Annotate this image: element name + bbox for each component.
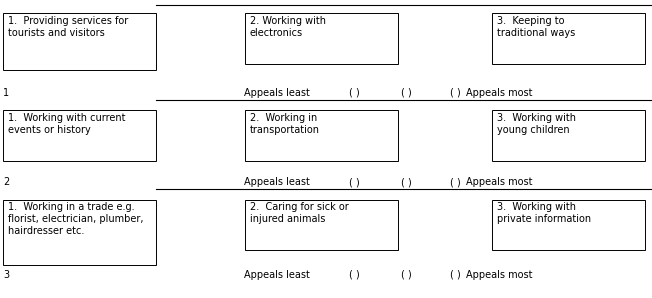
Text: ( ): ( ) [450, 88, 460, 98]
FancyBboxPatch shape [244, 200, 398, 250]
Text: 2.  Caring for sick or
injured animals: 2. Caring for sick or injured animals [250, 202, 348, 224]
FancyBboxPatch shape [3, 110, 156, 161]
Text: 2. Working with
electronics: 2. Working with electronics [250, 16, 326, 38]
Text: ( ): ( ) [349, 88, 359, 98]
Text: ( ): ( ) [401, 88, 411, 98]
Text: 1: 1 [3, 88, 9, 98]
Text: Appeals most: Appeals most [466, 270, 533, 280]
Text: 2.  Working in
transportation: 2. Working in transportation [250, 113, 319, 135]
Text: Appeals least: Appeals least [244, 88, 310, 98]
Text: ( ): ( ) [450, 177, 460, 187]
Text: ( ): ( ) [450, 270, 460, 280]
Text: 2: 2 [3, 177, 10, 187]
Text: Appeals least: Appeals least [244, 177, 310, 187]
Text: 3.  Keeping to
traditional ways: 3. Keeping to traditional ways [497, 16, 576, 38]
Text: Appeals least: Appeals least [244, 270, 310, 280]
Text: ( ): ( ) [349, 270, 359, 280]
Text: ( ): ( ) [401, 270, 411, 280]
Text: ( ): ( ) [401, 177, 411, 187]
Text: 3.  Working with
private information: 3. Working with private information [497, 202, 591, 224]
FancyBboxPatch shape [3, 13, 156, 70]
Text: 1.  Working in a trade e.g.
florist, electrician, plumber,
hairdresser etc.: 1. Working in a trade e.g. florist, elec… [8, 202, 144, 236]
FancyBboxPatch shape [244, 13, 398, 64]
Text: Appeals most: Appeals most [466, 88, 533, 98]
FancyBboxPatch shape [492, 200, 645, 250]
Text: 3: 3 [3, 270, 9, 280]
Text: ( ): ( ) [349, 177, 359, 187]
Text: 1.  Providing services for
tourists and visitors: 1. Providing services for tourists and v… [8, 16, 128, 38]
FancyBboxPatch shape [492, 110, 645, 161]
FancyBboxPatch shape [244, 110, 398, 161]
FancyBboxPatch shape [492, 13, 645, 64]
FancyBboxPatch shape [3, 200, 156, 265]
Text: Appeals most: Appeals most [466, 177, 533, 187]
Text: 1.  Working with current
events or history: 1. Working with current events or histor… [8, 113, 126, 135]
Text: 3.  Working with
young children: 3. Working with young children [497, 113, 576, 135]
